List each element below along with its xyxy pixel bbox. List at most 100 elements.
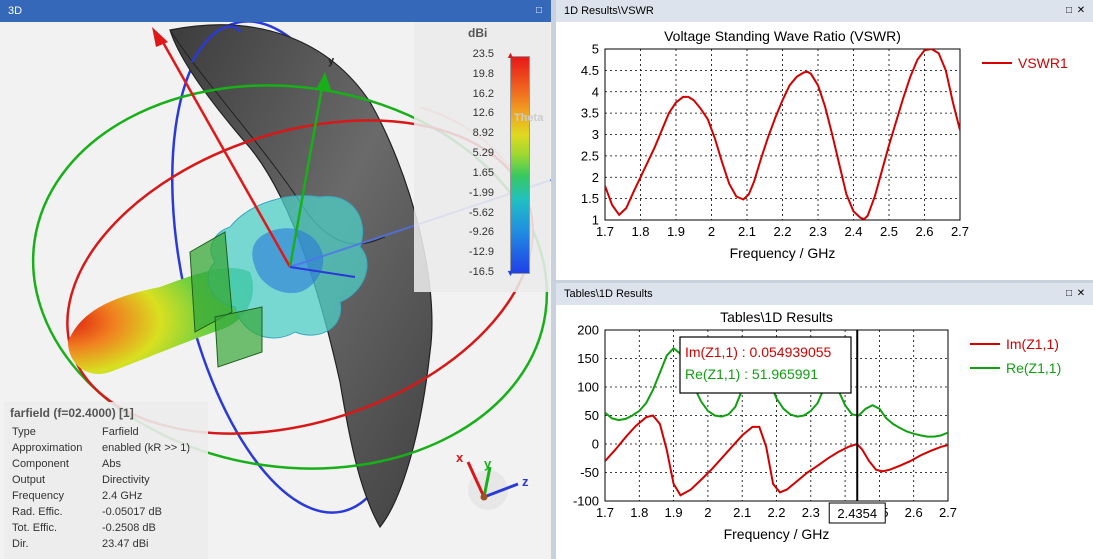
y-axis-arrow <box>288 81 325 268</box>
farfield-3d-view[interactable]: y x y z <box>0 22 551 559</box>
colorbar-bottom-arrow: ▼ <box>506 268 515 278</box>
x-tick-label: 1.8 <box>630 505 648 520</box>
x-tick-label: 1.8 <box>631 224 649 239</box>
panel-title: 3D <box>8 5 23 17</box>
info-key: Output <box>12 474 46 486</box>
x-axis-label: Frequency / GHz <box>730 245 836 261</box>
marker-x-box <box>828 502 886 524</box>
info-value: 2.4 GHz <box>102 490 143 502</box>
x-tick-label: 2.3 <box>809 224 827 239</box>
x-tick-label: 1.7 <box>596 505 614 520</box>
colorbar-tick-label: -1.99 <box>468 186 494 199</box>
info-value: 23.47 dBi <box>102 538 149 550</box>
chart-title: Tables\1D Results <box>720 309 833 325</box>
green-axis-circle <box>31 84 549 470</box>
farfield-info-header: farfield (f=02.4000) [1] <box>10 406 134 420</box>
x-axis-arrowhead <box>152 27 168 47</box>
info-row: Tot. Effic. -0.2508 dB <box>4 522 208 538</box>
colorbar-tick-label: 5.29 <box>472 147 494 160</box>
panel-titlebar-tables[interactable]: Tables\1D Results □ ✕ <box>556 283 1093 305</box>
gizmo-x-axis <box>466 461 486 498</box>
series-line-vswr1 <box>605 49 960 220</box>
panel-titlebar-3d[interactable]: 3D □ <box>0 0 551 22</box>
info-value: -0.05017 dB <box>102 506 162 518</box>
info-value: Abs <box>102 458 121 470</box>
y-tick-label: -50 <box>580 465 599 480</box>
colorbar-tick-label: 16.2 <box>472 87 494 100</box>
y-tick-label: 0 <box>592 437 599 452</box>
x-tick-label: 2.7 <box>939 505 957 520</box>
gizmo-y-axis <box>482 466 492 498</box>
info-key: Approximation <box>12 442 83 454</box>
info-row: Dir. 23.47 dBi <box>4 538 208 554</box>
info-value: -0.2508 dB <box>102 522 156 534</box>
x-tick-label: 2.1 <box>738 224 756 239</box>
info-key: Rad. Effic. <box>12 506 63 518</box>
info-key: Component <box>12 458 69 470</box>
tables-panel[interactable]: Tables\1D Results □ ✕ Tables\1D Results 1.… <box>556 283 1093 559</box>
colorbar-tick-label: -16.5 <box>468 266 494 278</box>
y-tick-label: 3.5 <box>581 106 599 121</box>
maximize-icon[interactable]: □ <box>1065 288 1073 299</box>
y-axis-arrowhead <box>316 72 331 90</box>
maximize-icon[interactable]: □ <box>1065 5 1073 16</box>
vswr-chart[interactable]: Voltage Standing Wave Ratio (VSWR) 1.7 1.8… <box>556 22 1093 283</box>
y-tick-label: 2 <box>592 170 599 185</box>
x-tick-label: 2.6 <box>905 505 923 520</box>
colorbar-top-arrow: ▲ <box>506 50 515 60</box>
x-tick-label: 2.6 <box>915 224 933 239</box>
colorbar-tick-label: 1.65 <box>472 166 494 179</box>
colorbar-tick-label: 23.5 <box>472 48 494 60</box>
vertical-splitter[interactable] <box>551 0 556 559</box>
panel-title: 1D Results\VSWR <box>564 5 654 17</box>
x-tick-label: 2 <box>708 224 715 239</box>
panel-title: Tables\1D Results <box>564 288 653 300</box>
info-row: Output Directivity <box>4 474 208 490</box>
colorbar-tick-label: 19.8 <box>472 67 494 80</box>
x-tick-label: 2.2 <box>773 224 791 239</box>
info-key: Dir. <box>12 538 29 550</box>
x-tick-label: 2.3 <box>802 505 820 520</box>
x-tick-label: 1.9 <box>667 224 685 239</box>
close-icon[interactable]: ✕ <box>1076 5 1086 16</box>
theta-label: Theta <box>514 112 544 124</box>
feed-plate <box>214 306 263 368</box>
close-icon[interactable]: ✕ <box>1076 288 1086 299</box>
y-tick-label: 1.5 <box>581 191 599 206</box>
colorbar-tick-label: 12.6 <box>472 107 494 120</box>
panel-titlebar-vswr[interactable]: 1D Results\VSWR □ ✕ <box>556 0 1093 22</box>
colorbar-scale <box>510 56 530 274</box>
y-tick-label: 2.5 <box>581 148 599 163</box>
farfield-3d-panel[interactable]: 3D □ <box>0 0 551 559</box>
x-tick-label: 2 <box>704 505 711 520</box>
orientation-gizmo[interactable]: x y z <box>456 450 529 510</box>
feed-box <box>189 231 233 333</box>
blue-circle-front <box>190 25 242 63</box>
legend-label: Im(Z1,1) <box>1006 336 1059 352</box>
farfield-info-box: farfield (f=02.4000) [1] Type Farfield App… <box>4 402 208 559</box>
maximize-icon[interactable]: □ <box>535 5 543 16</box>
legend-label: VSWR1 <box>1018 55 1068 71</box>
marker-readout: Re(Z1,1) : 51.965991 <box>685 366 818 382</box>
y-tick-label: 50 <box>585 408 599 423</box>
impedance-chart[interactable]: Tables\1D Results1.71.81.922.12.22.32.42… <box>556 305 1093 559</box>
gizmo-z-axis <box>483 482 519 499</box>
colorbar-tick-label: 8.92 <box>472 127 494 140</box>
info-row: Rad. Effic. -0.05017 dB <box>4 506 208 522</box>
y-tick-label: 3 <box>592 127 599 142</box>
legend-label: Re(Z1,1) <box>1006 360 1061 376</box>
y-tick-label: 1 <box>592 213 599 228</box>
marker-x-label: 2.4354 <box>837 506 877 521</box>
vswr-panel[interactable]: 1D Results\VSWR □ ✕ Voltage Standing Wave… <box>556 0 1093 283</box>
info-row: Type Farfield <box>4 426 208 442</box>
horizontal-splitter[interactable] <box>556 280 1093 284</box>
y-tick-label: -100 <box>573 494 599 509</box>
x-tick-label: 2.7 <box>951 224 969 239</box>
x-tick-label: 2.4 <box>844 224 862 239</box>
info-value: Directivity <box>102 474 150 486</box>
y-tick-label: 4 <box>592 84 599 99</box>
x-tick-label: 1.9 <box>665 505 683 520</box>
info-key: Type <box>12 426 36 438</box>
info-value: Farfield <box>102 426 139 438</box>
info-key: Frequency <box>12 490 64 502</box>
